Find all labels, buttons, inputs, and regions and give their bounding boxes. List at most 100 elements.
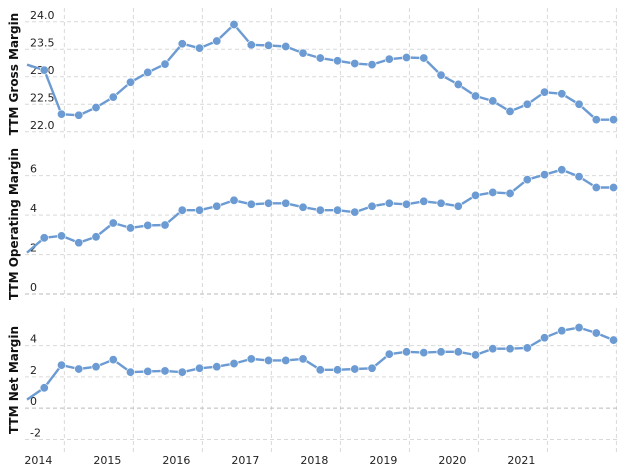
data-point (281, 198, 291, 208)
y-tick-label: 6 (30, 163, 37, 176)
data-point (160, 59, 170, 69)
y-tick-label: 22.0 (30, 119, 55, 132)
data-point (177, 367, 187, 377)
x-tick-label: 2014 (24, 454, 52, 467)
data-point (229, 195, 239, 205)
data-point (212, 36, 222, 46)
y-tick-label: 0 (30, 395, 37, 408)
data-point (574, 99, 584, 109)
data-point (471, 190, 481, 200)
data-point (57, 360, 67, 370)
data-point (298, 48, 308, 58)
data-point (557, 165, 567, 175)
data-point (488, 96, 498, 106)
data-point (143, 67, 153, 77)
data-point (522, 343, 532, 353)
data-point (471, 91, 481, 101)
data-point (574, 172, 584, 182)
data-point (591, 182, 601, 192)
data-point (74, 110, 84, 120)
y-tick-label: 22.5 (30, 91, 55, 104)
y-tick-label: 4 (30, 202, 37, 215)
data-point (126, 77, 136, 87)
data-point (229, 359, 239, 369)
data-point (281, 355, 291, 365)
data-point (522, 175, 532, 185)
data-point (108, 92, 118, 102)
data-point (557, 89, 567, 99)
data-point (195, 43, 205, 53)
data-point (522, 99, 532, 109)
data-point (298, 354, 308, 364)
data-point (315, 205, 325, 215)
data-point (436, 347, 446, 357)
data-point (540, 87, 550, 97)
y-tick-label: -2 (30, 426, 41, 439)
y-tick-label: 4 (30, 333, 37, 346)
data-point (39, 233, 49, 243)
y-axis-label: TTM Net Margin (7, 326, 21, 434)
data-point (246, 40, 256, 50)
data-point (143, 220, 153, 230)
data-point (126, 367, 136, 377)
data-point (402, 52, 412, 62)
data-point (39, 65, 49, 75)
data-point (436, 198, 446, 208)
data-point (591, 115, 601, 125)
y-axis-label: TTM Operating Margin (7, 148, 21, 300)
data-point (540, 333, 550, 343)
data-point (281, 41, 291, 51)
data-point (177, 205, 187, 215)
data-point (160, 220, 170, 230)
data-point (505, 106, 515, 116)
data-point (419, 53, 429, 63)
data-point (91, 232, 101, 242)
panel-3: 4 2 0 -2 TTM Net Margin (7, 308, 619, 452)
data-point (557, 326, 567, 336)
data-point (453, 201, 463, 211)
data-point (333, 205, 343, 215)
data-point (333, 365, 343, 375)
data-point (74, 364, 84, 374)
data-point (229, 19, 239, 29)
data-point (246, 354, 256, 364)
data-point (350, 364, 360, 374)
data-point (419, 348, 429, 358)
x-tick-label: 2019 (369, 454, 397, 467)
data-point (195, 205, 205, 215)
data-point (195, 363, 205, 373)
x-tick-label: 2018 (300, 454, 328, 467)
data-point (57, 231, 67, 241)
data-point (264, 40, 274, 50)
y-tick-label: 23.5 (30, 36, 55, 49)
x-tick-label: 2017 (231, 454, 259, 467)
data-point (246, 199, 256, 209)
data-point (384, 198, 394, 208)
data-point (350, 207, 360, 217)
data-point (609, 115, 619, 125)
data-point (298, 202, 308, 212)
y-tick-label: 2 (30, 364, 37, 377)
data-point (505, 188, 515, 198)
data-point (471, 350, 481, 360)
data-point (367, 60, 377, 70)
x-tick-label: 2021 (507, 454, 535, 467)
y-tick-label: 24.0 (30, 9, 55, 22)
data-point (91, 362, 101, 372)
data-point (609, 335, 619, 345)
data-point (212, 201, 222, 211)
data-point (39, 383, 49, 393)
y-axis-label: TTM Gross Margin (7, 13, 21, 135)
data-point (315, 53, 325, 63)
data-point (108, 355, 118, 365)
data-point (419, 196, 429, 206)
data-point (367, 363, 377, 373)
data-point (350, 59, 360, 69)
data-point (609, 182, 619, 192)
data-point (574, 323, 584, 333)
data-point (264, 198, 274, 208)
data-point (402, 347, 412, 357)
